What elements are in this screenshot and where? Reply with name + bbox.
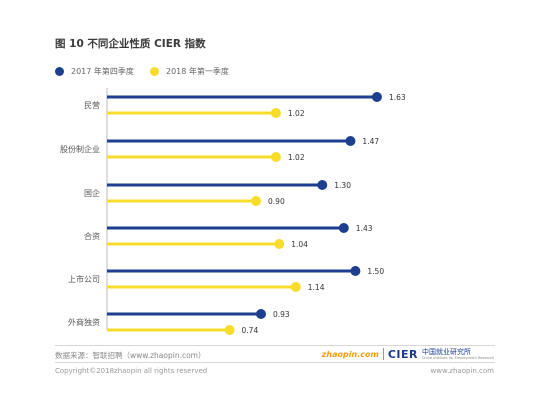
- lollipop-point: [345, 136, 356, 146]
- data-label: 1.04: [291, 240, 308, 249]
- category-label: 股份制企业: [60, 144, 100, 154]
- logo-separator: [382, 348, 384, 360]
- lollipop-point: [224, 325, 235, 335]
- category-label: 外商独资: [68, 317, 100, 327]
- lollipop-point: [270, 108, 281, 118]
- lollipop-point: [251, 196, 262, 206]
- footer-top-rule: [55, 345, 495, 346]
- copyright: Copyright©2018zhaopin all rights reserve…: [55, 367, 208, 375]
- legend-label-series1: 2017 年第四季度: [71, 67, 134, 76]
- legend-label-series2: 2018 年第一季度: [166, 67, 229, 76]
- cier-logo-subtitle: 中国就业研究所 China Institute for Employment R…: [422, 348, 494, 360]
- category-label: 上市公司: [68, 274, 100, 284]
- data-source: 数据来源：智联招聘（www.zhaopin.com）: [55, 351, 206, 360]
- cier-logo-cn: 中国就业研究所: [421, 348, 471, 356]
- data-label: 0.74: [242, 326, 259, 335]
- website: www.zhaopin.com: [430, 367, 494, 375]
- zhaopin-logo: zhaopin.com: [322, 350, 379, 359]
- lollipop-point: [350, 266, 361, 276]
- data-label: 1.02: [288, 109, 305, 118]
- lollipop-point: [270, 152, 281, 162]
- category-label: 国企: [84, 188, 100, 198]
- data-label: 1.30: [334, 181, 351, 190]
- data-label: 0.90: [268, 197, 285, 206]
- lollipop-point: [274, 239, 285, 249]
- lollipop-point: [290, 282, 301, 292]
- data-label: 1.50: [367, 267, 384, 276]
- data-label: 1.47: [362, 137, 379, 146]
- legend-item-series2: 2018 年第一季度: [150, 66, 229, 77]
- category-label: 民营: [84, 100, 100, 110]
- lollipop-point: [317, 180, 328, 190]
- legend-marker-series1: [55, 67, 64, 76]
- cier-logo-en: China Institute for Employment Research: [421, 356, 494, 360]
- lollipop-point: [338, 223, 349, 233]
- logos: zhaopin.com CIER 中国就业研究所 China Institute…: [322, 346, 494, 362]
- data-label: 0.93: [273, 310, 290, 319]
- lollipop-point: [371, 92, 382, 102]
- zhaopin-logo-ext: .com: [357, 349, 379, 359]
- data-label: 1.63: [389, 93, 406, 102]
- footer-bottom-rule: [55, 362, 495, 363]
- data-label: 1.02: [288, 153, 305, 162]
- legend-item-series1: 2017 年第四季度: [55, 66, 134, 77]
- data-label: 1.43: [356, 224, 373, 233]
- zhaopin-logo-text: zhaopin: [321, 349, 358, 359]
- data-label: 1.14: [308, 283, 325, 292]
- legend-marker-series2: [150, 67, 159, 76]
- lollipop-point: [256, 309, 267, 319]
- category-label: 合资: [84, 231, 100, 241]
- cier-logo: CIER: [387, 347, 418, 361]
- chart-title: 图 10 不同企业性质 CIER 指数: [55, 38, 206, 50]
